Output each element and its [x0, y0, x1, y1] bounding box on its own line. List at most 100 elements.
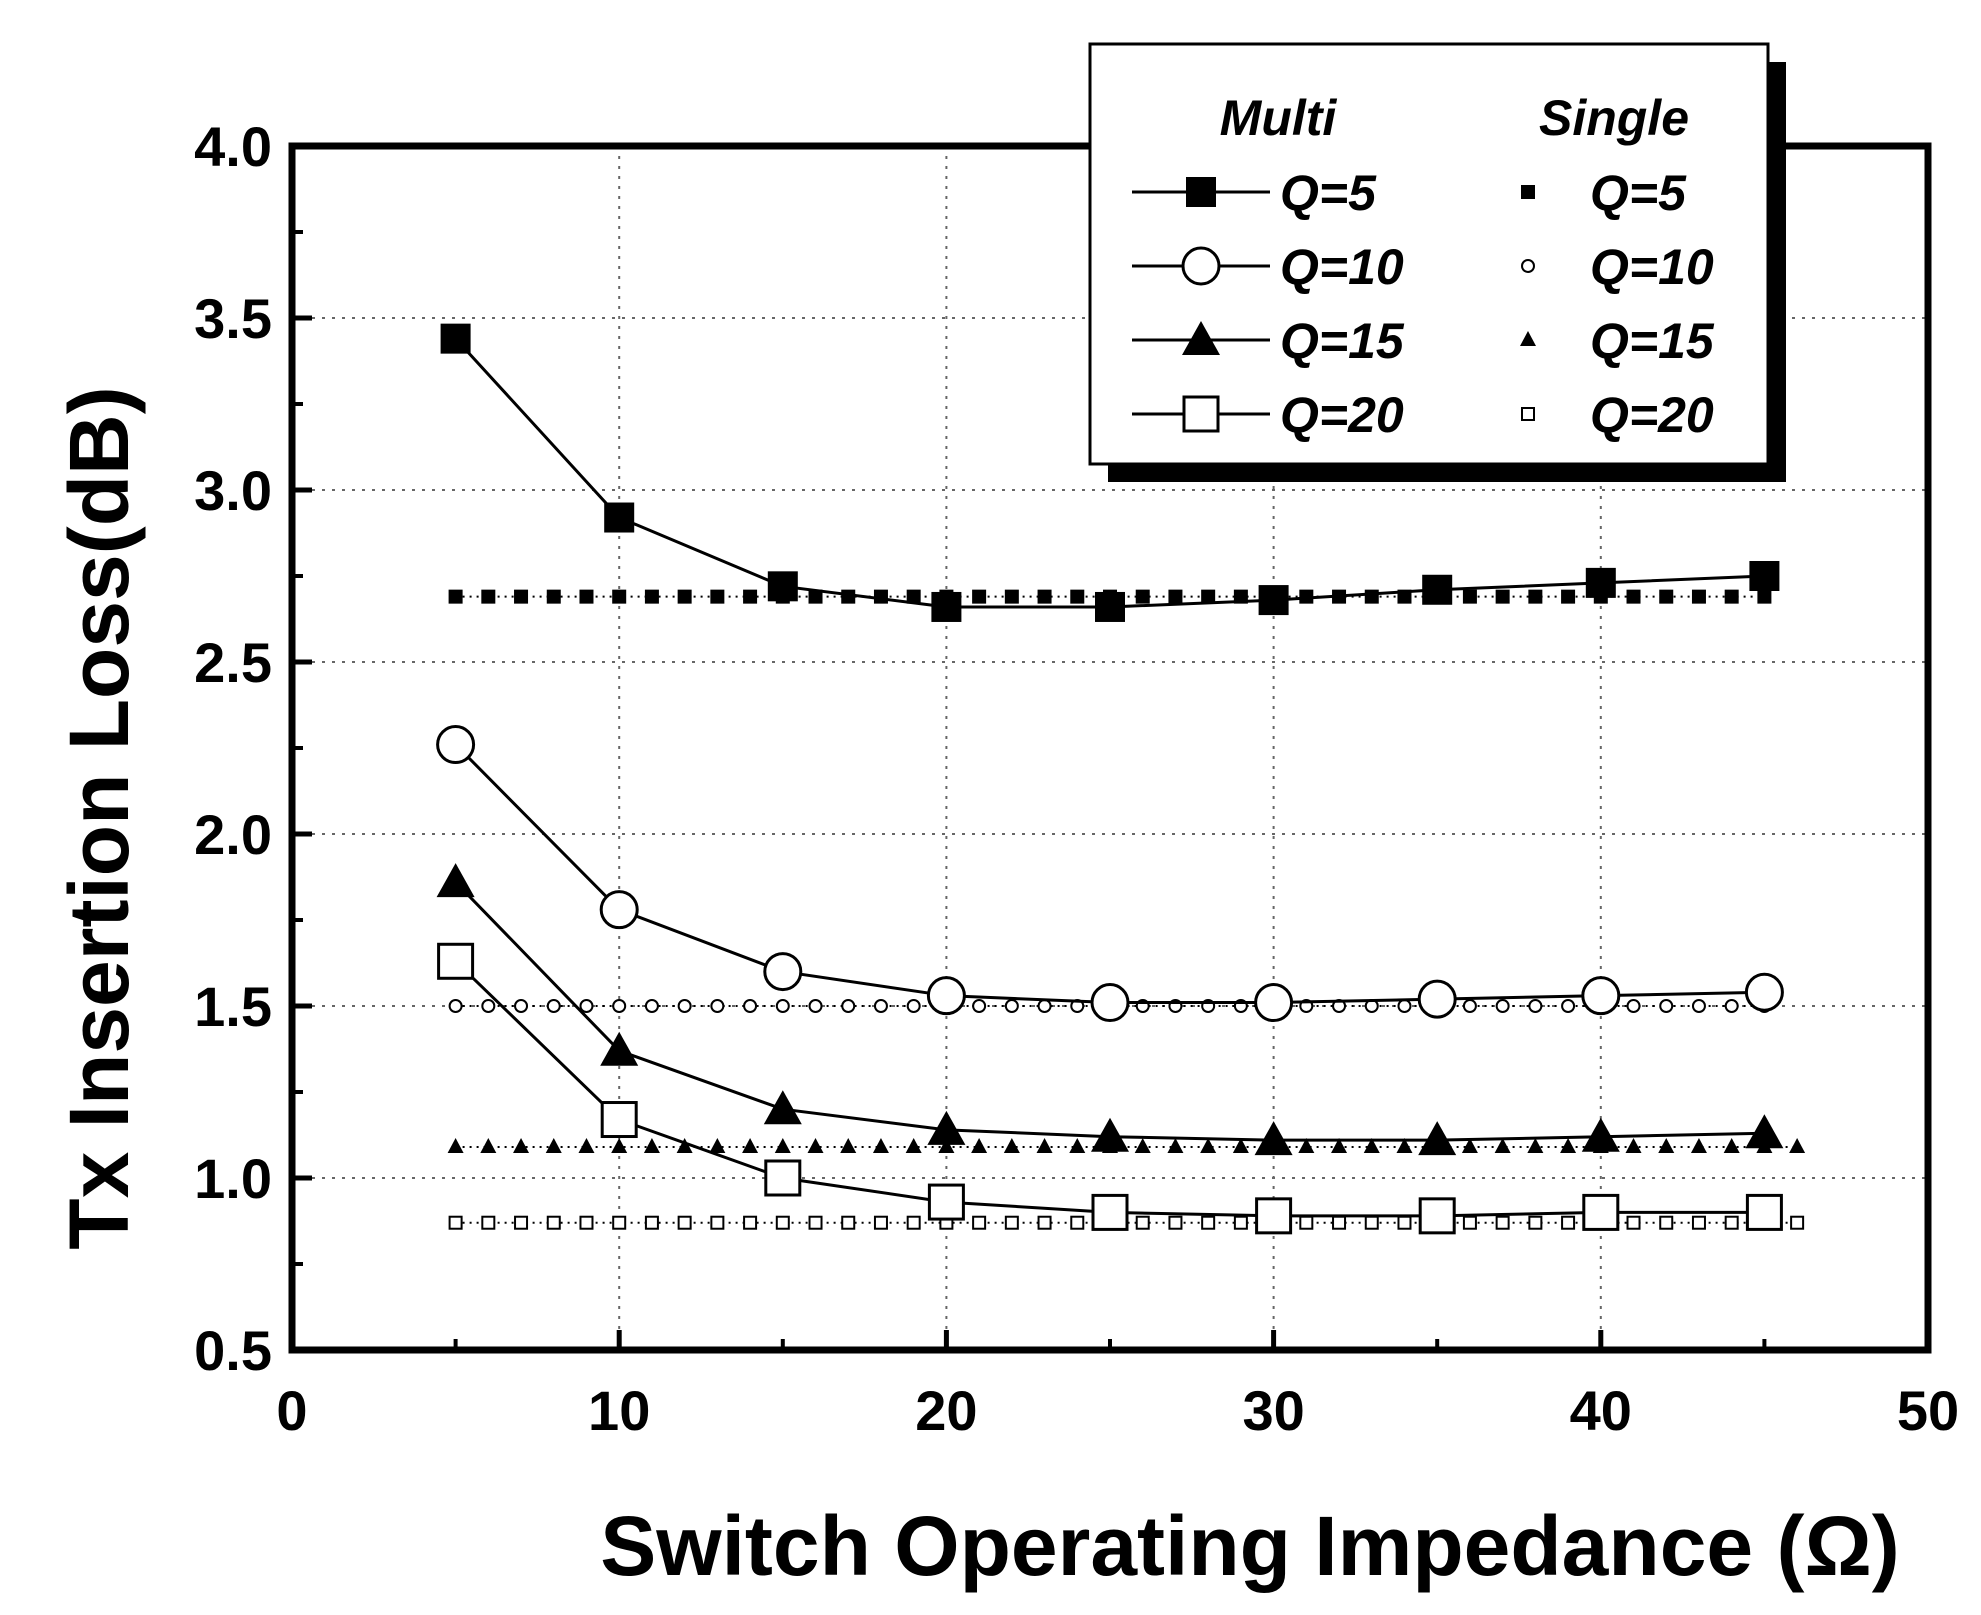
single-point — [1233, 1215, 1248, 1230]
multi-point — [436, 725, 476, 765]
multi-point — [1258, 585, 1289, 616]
single-point — [1561, 1215, 1576, 1230]
legend-label-multi: Q=10 — [1280, 239, 1404, 295]
multi-point — [1255, 1197, 1293, 1235]
single-point — [710, 999, 725, 1013]
multi-point — [1091, 1193, 1129, 1231]
single-point — [1135, 589, 1150, 604]
single-point — [1691, 1215, 1706, 1230]
multi-series-line — [454, 743, 1765, 1005]
single-point — [1626, 589, 1641, 604]
single-point — [807, 1138, 824, 1154]
single-point — [514, 1215, 529, 1230]
single-point — [1397, 999, 1412, 1013]
single-point — [1332, 1215, 1347, 1230]
single-point — [1691, 589, 1706, 604]
legend-label-multi: Q=15 — [1280, 313, 1405, 369]
single-point — [481, 589, 496, 604]
legend-label-single: Q=15 — [1590, 313, 1715, 369]
single-point — [774, 1138, 791, 1154]
multi-point — [1418, 1121, 1457, 1156]
single-point — [743, 999, 758, 1013]
multi-point — [1091, 1117, 1129, 1152]
series-multi-q-5 — [440, 323, 1780, 622]
single-point — [1462, 589, 1477, 604]
single-point — [677, 1215, 692, 1230]
single-point — [1069, 1138, 1086, 1154]
single-point — [872, 1138, 889, 1154]
y-tick-label: 3.5 — [194, 287, 272, 350]
single-point — [448, 1215, 463, 1230]
x-tick-label: 40 — [1570, 1379, 1632, 1442]
single-point — [906, 1215, 921, 1230]
multi-point — [1422, 574, 1453, 605]
multi-point — [763, 1090, 802, 1125]
multi-point — [1254, 983, 1294, 1023]
y-axis-label: Tx Insertion Loss(dB) — [52, 386, 146, 1249]
single-point — [841, 999, 856, 1013]
single-point — [1036, 1138, 1053, 1154]
single-point — [808, 1215, 823, 1230]
y-tick-label: 3.0 — [194, 459, 272, 522]
single-point — [1135, 1215, 1150, 1230]
multi-point — [1749, 561, 1780, 591]
single-point — [1789, 1138, 1806, 1154]
single-point — [514, 999, 529, 1013]
legend-label-multi: Q=5 — [1280, 165, 1377, 221]
single-point — [1070, 589, 1085, 604]
single-point — [1397, 1215, 1412, 1230]
series-multi-q-15 — [436, 863, 1784, 1156]
multi-point — [931, 591, 962, 622]
x-axis-label: Switch Operating Impedance (Ω) — [600, 1499, 1900, 1593]
y-tick-label: 1.0 — [194, 1147, 272, 1210]
x-tick-label: 0 — [276, 1379, 307, 1442]
y-tick-label: 2.0 — [194, 803, 272, 866]
single-point — [972, 999, 987, 1013]
single-point — [1037, 1215, 1052, 1230]
multi-point — [1581, 1117, 1620, 1152]
y-tick-label: 2.5 — [194, 631, 272, 694]
single-point — [972, 1215, 987, 1230]
y-tick-label: 0.5 — [194, 1319, 272, 1382]
single-point — [841, 1215, 856, 1230]
legend-label-single: Q=5 — [1590, 165, 1687, 221]
single-point — [546, 589, 561, 604]
single-point — [906, 589, 921, 604]
single-point — [1757, 589, 1772, 604]
single-point — [1461, 1138, 1478, 1154]
single-point — [1037, 999, 1052, 1013]
single-point — [1201, 1215, 1216, 1230]
x-tick-label: 30 — [1242, 1379, 1304, 1442]
multi-point — [1581, 976, 1621, 1016]
series-multi-q-10 — [436, 725, 1784, 1023]
single-point — [938, 1138, 955, 1154]
single-point — [1201, 589, 1216, 604]
y-tick-label: 4.0 — [194, 115, 272, 178]
single-point — [545, 1138, 562, 1154]
single-point — [514, 589, 529, 604]
legend: Multi Single Q=5 Q=5Q=10 Q=10Q=15 Q=15Q=20 Q… — [1088, 42, 1786, 482]
single-point — [972, 589, 987, 604]
multi-point — [763, 952, 803, 992]
multi-point — [1254, 1121, 1293, 1156]
single-point — [448, 589, 463, 604]
single-point — [873, 1215, 888, 1230]
single-point — [480, 1138, 497, 1154]
multi-point — [1582, 1193, 1620, 1231]
legend-marker-multi — [1182, 321, 1220, 355]
single-point — [971, 1138, 988, 1154]
single-point — [1495, 1215, 1510, 1230]
single-point — [546, 999, 561, 1013]
single-point — [873, 999, 888, 1013]
single-point — [1724, 1215, 1739, 1230]
single-point — [1659, 1215, 1674, 1230]
multi-point — [1417, 979, 1457, 1019]
single-point — [1659, 589, 1674, 604]
multi-point — [1744, 972, 1784, 1012]
single-point — [1561, 589, 1576, 604]
single-point — [775, 999, 790, 1013]
y-tick-label: 1.5 — [194, 975, 272, 1038]
series-multi-q-20 — [437, 942, 1783, 1235]
single-point — [677, 999, 692, 1013]
single-point — [1070, 1215, 1085, 1230]
